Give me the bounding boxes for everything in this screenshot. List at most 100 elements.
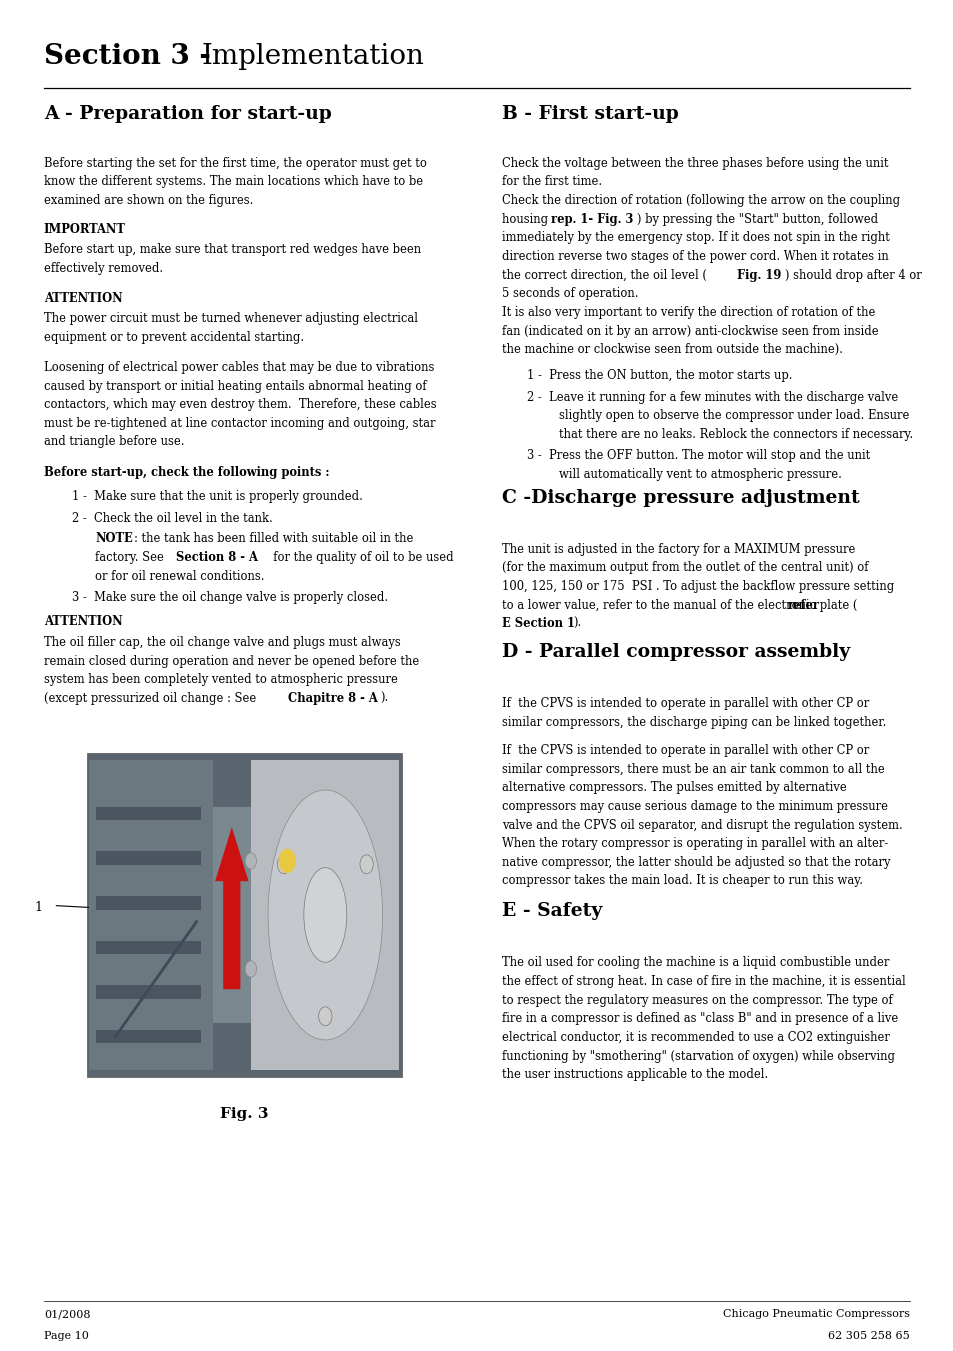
Bar — [89, 759, 213, 1070]
Text: electrical conductor, it is recommended to use a CO2 extinguisher: electrical conductor, it is recommended … — [501, 1031, 889, 1044]
Text: ) by pressing the "Start" button, followed: ) by pressing the "Start" button, follow… — [637, 212, 878, 226]
Text: Before start up, make sure that transport red wedges have been: Before start up, make sure that transpor… — [44, 243, 420, 257]
Polygon shape — [214, 827, 248, 989]
Text: E Section 1: E Section 1 — [501, 617, 575, 630]
Text: the user instructions applicable to the model.: the user instructions applicable to the … — [501, 1069, 767, 1081]
Text: caused by transport or initial heating entails abnormal heating of: caused by transport or initial heating e… — [44, 380, 426, 393]
Text: 5 seconds of operation.: 5 seconds of operation. — [501, 288, 638, 300]
Text: effectively removed.: effectively removed. — [44, 262, 163, 276]
Text: (except pressurized oil change : See: (except pressurized oil change : See — [44, 692, 259, 705]
Text: 3 -  Press the OFF button. The motor will stop and the unit: 3 - Press the OFF button. The motor will… — [526, 450, 869, 462]
Text: fan (indicated on it by an arrow) anti-clockwise seen from inside: fan (indicated on it by an arrow) anti-c… — [501, 324, 878, 338]
Text: 100, 125, 150 or 175  PSI . To adjust the backflow pressure setting: 100, 125, 150 or 175 PSI . To adjust the… — [501, 580, 893, 593]
Text: fire in a compressor is defined as "class B" and in presence of a live: fire in a compressor is defined as "clas… — [501, 1012, 897, 1025]
Text: contactors, which may even destroy them.  Therefore, these cables: contactors, which may even destroy them.… — [44, 399, 436, 411]
Text: (for the maximum output from the outlet of the central unit) of: (for the maximum output from the outlet … — [501, 561, 867, 574]
Text: B - First start-up: B - First start-up — [501, 105, 678, 123]
Text: the effect of strong heat. In case of fire in the machine, it is essential: the effect of strong heat. In case of fi… — [501, 975, 904, 988]
Text: rep. 1- Fig. 3: rep. 1- Fig. 3 — [551, 212, 633, 226]
Ellipse shape — [268, 790, 382, 1040]
Text: Fig. 3: Fig. 3 — [220, 1106, 268, 1121]
Text: native compressor, the latter should be adjusted so that the rotary: native compressor, the latter should be … — [501, 855, 889, 869]
Text: to respect the regulatory measures on the compressor. The type of: to respect the regulatory measures on th… — [501, 994, 892, 1006]
Text: Check the voltage between the three phases before using the unit: Check the voltage between the three phas… — [501, 157, 887, 170]
Text: Fig. 19: Fig. 19 — [737, 269, 781, 281]
Text: system has been completely vented to atmospheric pressure: system has been completely vented to atm… — [44, 673, 397, 686]
Bar — [251, 759, 398, 1070]
Text: functioning by "smothering" (starvation of oxygen) while observing: functioning by "smothering" (starvation … — [501, 1050, 894, 1063]
Text: The oil filler cap, the oil change valve and plugs must always: The oil filler cap, the oil change valve… — [44, 636, 400, 648]
Text: alternative compressors. The pulses emitted by alternative: alternative compressors. The pulses emit… — [501, 781, 845, 794]
Text: 2 -  Leave it running for a few minutes with the discharge valve: 2 - Leave it running for a few minutes w… — [526, 390, 897, 404]
Bar — [96, 807, 201, 820]
Text: E - Safety: E - Safety — [501, 902, 601, 920]
Text: Chapitre 8 - A: Chapitre 8 - A — [288, 692, 377, 705]
Text: 01/2008: 01/2008 — [44, 1309, 91, 1319]
Text: The unit is adjusted in the factory for a MAXIMUM pressure: The unit is adjusted in the factory for … — [501, 543, 854, 555]
Circle shape — [318, 1006, 332, 1025]
Text: If  the CPVS is intended to operate in parallel with other CP or: If the CPVS is intended to operate in pa… — [501, 744, 868, 757]
Text: 3 -  Make sure the oil change valve is properly closed.: 3 - Make sure the oil change valve is pr… — [71, 592, 387, 604]
Text: Before start-up, check the following points :: Before start-up, check the following poi… — [44, 466, 329, 480]
Text: 1: 1 — [34, 901, 42, 915]
Bar — [96, 896, 201, 909]
Text: or for oil renewal conditions.: or for oil renewal conditions. — [95, 570, 265, 582]
Text: equipment or to prevent accidental starting.: equipment or to prevent accidental start… — [44, 331, 304, 345]
Text: for the quality of oil to be used: for the quality of oil to be used — [266, 551, 454, 563]
Text: the machine or clockwise seen from outside the machine).: the machine or clockwise seen from outsi… — [501, 343, 841, 357]
Text: Page 10: Page 10 — [44, 1331, 89, 1340]
Text: slightly open to observe the compressor under load. Ensure: slightly open to observe the compressor … — [558, 409, 908, 423]
Text: to a lower value, refer to the manual of the electronic plate (: to a lower value, refer to the manual of… — [501, 598, 857, 612]
Text: ATTENTION: ATTENTION — [44, 615, 122, 628]
Text: factory. See: factory. See — [95, 551, 168, 563]
Text: It is also very important to verify the direction of rotation of the: It is also very important to verify the … — [501, 305, 874, 319]
Text: The power circuit must be turned whenever adjusting electrical: The power circuit must be turned wheneve… — [44, 312, 417, 326]
Text: and triangle before use.: and triangle before use. — [44, 435, 184, 449]
Text: D - Parallel compressor assembly: D - Parallel compressor assembly — [501, 643, 849, 661]
Text: When the rotary compressor is operating in parallel with an alter-: When the rotary compressor is operating … — [501, 838, 887, 850]
Text: Section 3 -: Section 3 - — [44, 43, 220, 70]
Text: 2 -  Check the oil level in the tank.: 2 - Check the oil level in the tank. — [71, 512, 272, 526]
Bar — [96, 851, 201, 865]
Text: housing: housing — [501, 212, 551, 226]
Text: for the first time.: for the first time. — [501, 176, 601, 188]
Text: 1 -  Press the ON button, the motor starts up.: 1 - Press the ON button, the motor start… — [526, 369, 791, 382]
FancyBboxPatch shape — [87, 753, 401, 1077]
Bar — [96, 1029, 201, 1043]
Text: that there are no leaks. Reblock the connectors if necessary.: that there are no leaks. Reblock the con… — [558, 428, 912, 440]
Text: IMPORTANT: IMPORTANT — [44, 223, 126, 236]
Text: know the different systems. The main locations which have to be: know the different systems. The main loc… — [44, 176, 422, 188]
Bar — [96, 940, 201, 954]
Circle shape — [277, 855, 291, 874]
Bar — [213, 807, 251, 1023]
Text: must be re-tightened at line contactor incoming and outgoing, star: must be re-tightened at line contactor i… — [44, 417, 435, 430]
Text: ).: ). — [573, 617, 581, 630]
Bar — [96, 985, 201, 998]
Text: 62 305 258 65: 62 305 258 65 — [827, 1331, 909, 1340]
Text: 1 -  Make sure that the unit is properly grounded.: 1 - Make sure that the unit is properly … — [71, 490, 362, 504]
Text: Chicago Pneumatic Compressors: Chicago Pneumatic Compressors — [722, 1309, 909, 1319]
Text: examined are shown on the figures.: examined are shown on the figures. — [44, 195, 253, 207]
Text: C -Discharge pressure adjustment: C -Discharge pressure adjustment — [501, 489, 859, 507]
Text: NOTE: NOTE — [95, 532, 133, 546]
Text: immediately by the emergency stop. If it does not spin in the right: immediately by the emergency stop. If it… — [501, 231, 889, 245]
Text: Before starting the set for the first time, the operator must get to: Before starting the set for the first ti… — [44, 157, 426, 170]
Text: refer: refer — [787, 598, 820, 612]
Text: If  the CPVS is intended to operate in parallel with other CP or: If the CPVS is intended to operate in pa… — [501, 697, 868, 711]
Circle shape — [245, 852, 256, 869]
Text: remain closed during operation and never be opened before the: remain closed during operation and never… — [44, 654, 418, 667]
Text: : the tank has been filled with suitable oil in the: : the tank has been filled with suitable… — [133, 532, 413, 546]
Text: ) should drop after 4 or: ) should drop after 4 or — [784, 269, 921, 281]
Text: ).: ). — [380, 692, 389, 705]
Text: Check the direction of rotation (following the arrow on the coupling: Check the direction of rotation (followi… — [501, 195, 899, 207]
Ellipse shape — [303, 867, 346, 962]
Text: ATTENTION: ATTENTION — [44, 292, 122, 305]
Text: the correct direction, the oil level (: the correct direction, the oil level ( — [501, 269, 706, 281]
Text: Implementation: Implementation — [201, 43, 424, 70]
Text: will automatically vent to atmospheric pressure.: will automatically vent to atmospheric p… — [558, 467, 841, 481]
Circle shape — [278, 848, 295, 873]
Text: similar compressors, there must be an air tank common to all the: similar compressors, there must be an ai… — [501, 762, 883, 775]
Circle shape — [359, 855, 373, 874]
Text: The oil used for cooling the machine is a liquid combustible under: The oil used for cooling the machine is … — [501, 957, 888, 970]
Circle shape — [245, 961, 256, 977]
